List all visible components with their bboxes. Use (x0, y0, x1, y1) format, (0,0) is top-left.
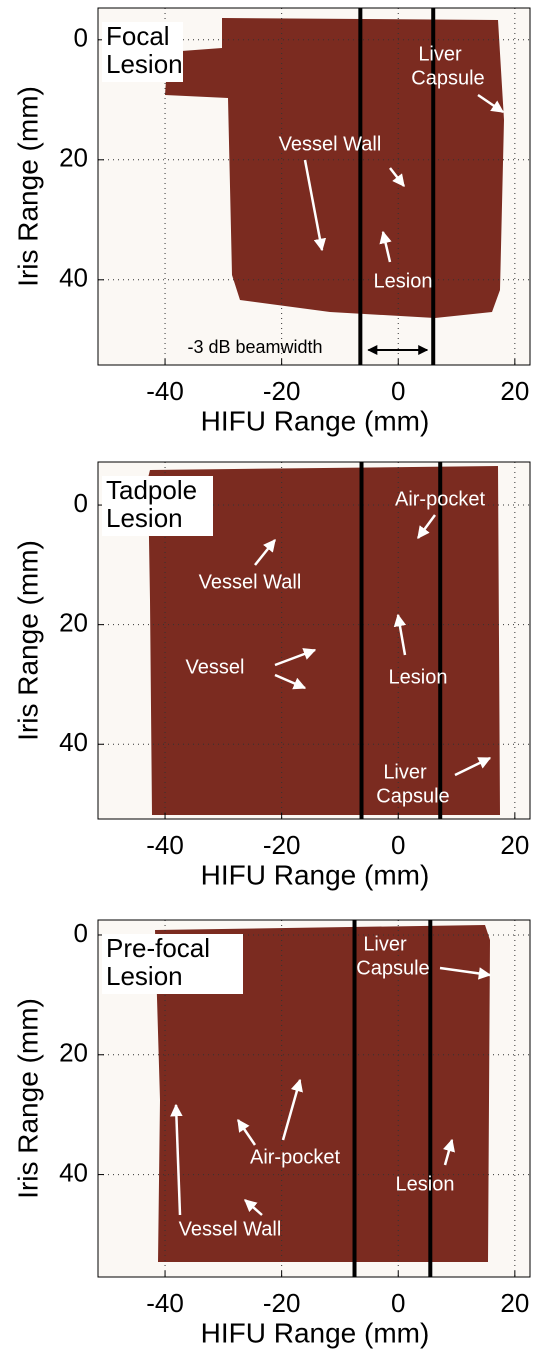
y-tick-label: 40 (59, 1157, 88, 1187)
x-tick-label: 0 (391, 830, 405, 860)
panel-label: Lesion (106, 961, 183, 991)
x-axis-label: HIFU Range (mm) (201, 859, 430, 890)
x-axis-label: HIFU Range (mm) (201, 1317, 430, 1348)
x-tick-label: 20 (500, 830, 529, 860)
y-tick-label: 0 (74, 488, 88, 518)
annotation: Lesion (374, 270, 433, 292)
x-axis-label: HIFU Range (mm) (201, 405, 430, 436)
annotation: Vessel Wall (199, 571, 302, 593)
panel-label: Lesion (106, 503, 183, 533)
y-tick-label: 0 (74, 23, 88, 53)
y-tick-label: 20 (59, 608, 88, 638)
annotation: Capsule (376, 785, 449, 807)
y-tick-label: 20 (59, 143, 88, 173)
figure: 02040-40-20020FocalLesionHIFU Range (mm)… (0, 0, 539, 1351)
panel-label: Focal (106, 21, 170, 51)
panel-label: Pre-focal (106, 933, 210, 963)
y-tick-label: 0 (74, 918, 88, 948)
x-tick-label: -20 (263, 1288, 301, 1318)
y-axis-label: Iris Range (mm) (12, 540, 43, 741)
x-tick-label: -40 (146, 1288, 184, 1318)
annotation: Capsule (411, 67, 484, 89)
y-tick-label: 40 (59, 263, 88, 293)
annotation: Liver (383, 761, 427, 783)
x-tick-label: -20 (263, 830, 301, 860)
y-tick-label: 20 (59, 1038, 88, 1068)
x-tick-label: 0 (391, 376, 405, 406)
annotation: Liver (363, 933, 407, 955)
annotation: Air-pocket (250, 1146, 340, 1168)
x-tick-label: 0 (391, 1288, 405, 1318)
y-axis-label: Iris Range (mm) (12, 998, 43, 1199)
panel-label: Lesion (106, 49, 183, 79)
y-axis-label: Iris Range (mm) (12, 86, 43, 287)
annotation: Vessel (186, 656, 245, 678)
annotation: Capsule (356, 957, 429, 979)
x-tick-label: 20 (500, 376, 529, 406)
annotation: Lesion (389, 666, 448, 688)
x-tick-label: -20 (263, 376, 301, 406)
annotation: Lesion (396, 1173, 455, 1195)
panel-label: Tadpole (106, 475, 197, 505)
annotation: Vessel Wall (279, 133, 382, 155)
annotation: Vessel Wall (179, 1218, 282, 1240)
x-tick-label: 20 (500, 1288, 529, 1318)
y-tick-label: 40 (59, 727, 88, 757)
x-tick-label: -40 (146, 376, 184, 406)
annotation: Liver (418, 43, 462, 65)
x-tick-label: -40 (146, 830, 184, 860)
annotation: Air-pocket (395, 488, 485, 510)
annotation: -3 dB beamwidth (187, 337, 322, 357)
